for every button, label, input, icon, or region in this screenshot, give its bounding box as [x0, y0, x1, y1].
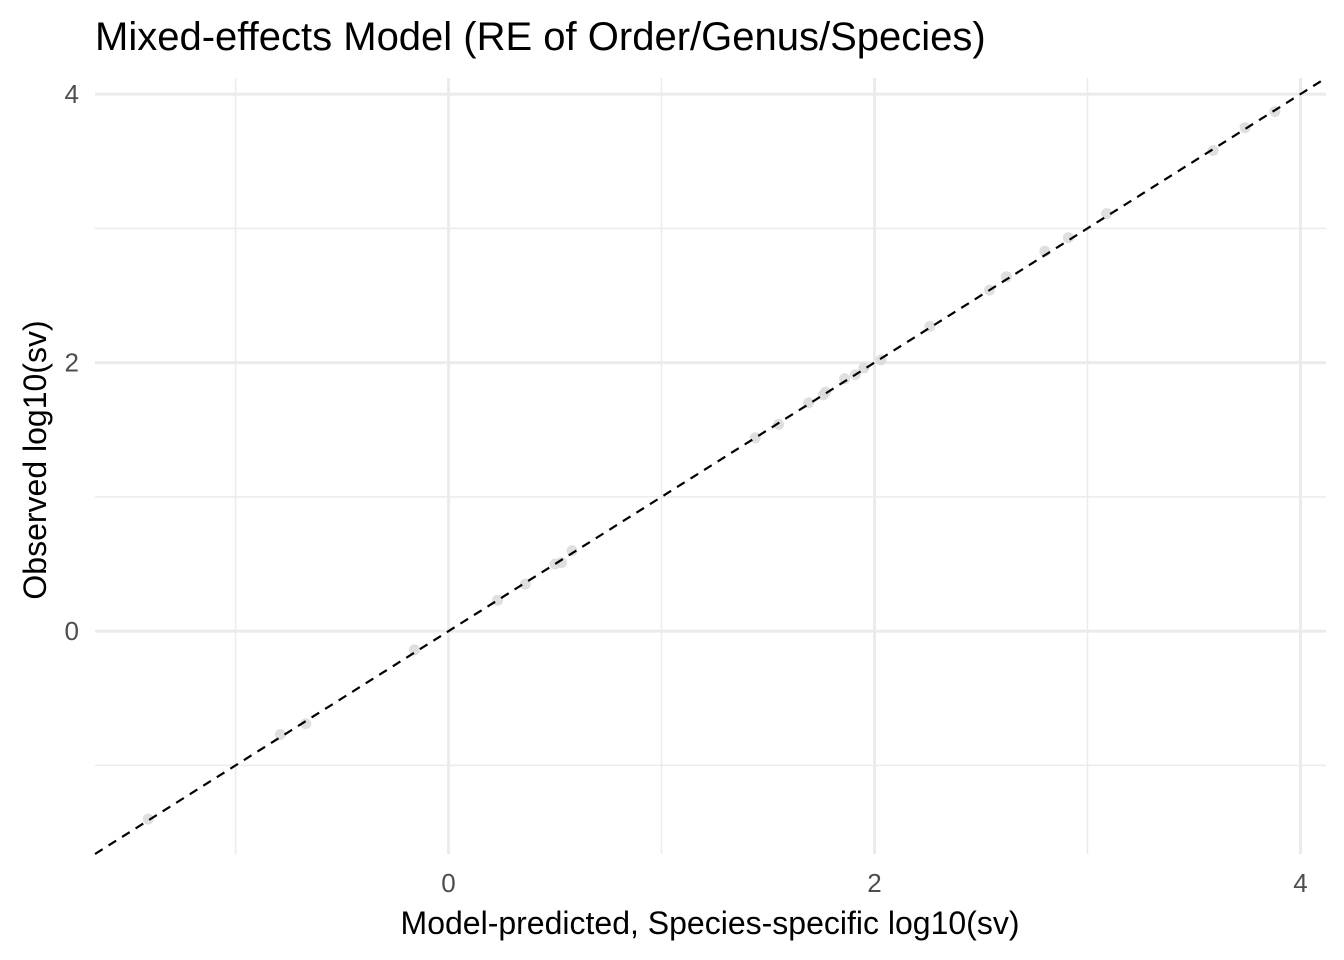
- data-point: [858, 362, 870, 374]
- data-point: [519, 578, 531, 590]
- minor-gridlines: [95, 78, 1326, 854]
- data-point: [1062, 232, 1074, 244]
- data-point: [274, 729, 286, 741]
- data-point: [1001, 271, 1013, 283]
- chart-title: Mixed-effects Model (RE of Order/Genus/S…: [95, 15, 986, 59]
- data-point: [300, 718, 312, 730]
- identity-reference-line: [94, 77, 1327, 855]
- y-tick-label: 2: [65, 348, 79, 378]
- data-point: [820, 386, 832, 398]
- x-tick-label: 4: [1293, 868, 1307, 898]
- x-tick-label: 2: [867, 868, 881, 898]
- data-point: [408, 644, 420, 656]
- x-tick-label: 0: [441, 868, 455, 898]
- x-axis-label: Model-predicted, Species-specific log10(…: [401, 905, 1020, 941]
- y-tick-labels: 0 2 4: [65, 79, 79, 646]
- data-point: [1239, 122, 1251, 134]
- data-point: [142, 813, 154, 825]
- major-gridlines: [95, 78, 1326, 854]
- x-tick-labels: 0 2 4: [441, 868, 1307, 898]
- data-point: [839, 373, 851, 385]
- y-axis-label: Observed log10(sv): [17, 320, 53, 599]
- data-point: [1207, 144, 1219, 156]
- data-point: [492, 594, 504, 606]
- data-point: [566, 545, 578, 557]
- data-point: [1101, 208, 1113, 220]
- y-tick-label: 4: [65, 79, 79, 109]
- data-point: [749, 432, 761, 444]
- data-point: [773, 418, 785, 430]
- data-point: [555, 557, 567, 569]
- y-tick-label: 0: [65, 616, 79, 646]
